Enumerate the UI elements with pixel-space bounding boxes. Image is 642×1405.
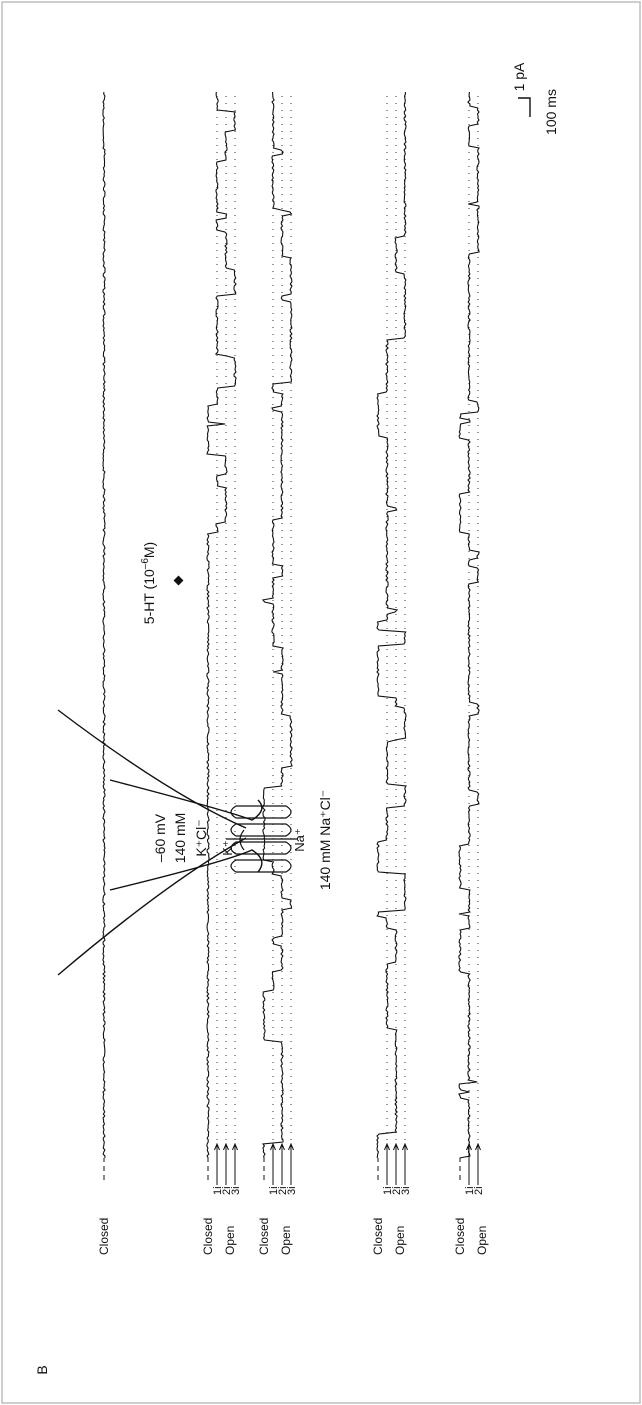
state-label: Open: [223, 1226, 237, 1255]
current-trace: [458, 91, 480, 1159]
arrow-head: [288, 1142, 294, 1151]
arrow-head: [402, 1142, 408, 1151]
pipette-outline-right: [57, 709, 247, 829]
state-label: Open: [279, 1226, 293, 1255]
arrow-head: [214, 1142, 220, 1151]
pipette-tip-left: [109, 779, 263, 821]
pipette-outline-left: [57, 837, 247, 976]
arrow-head: [393, 1142, 399, 1151]
pipette-voltage: –60 mV: [152, 813, 168, 862]
pipette-schematic: [57, 709, 298, 976]
scale-time: 100 ms: [543, 89, 559, 135]
level-label: 2i: [277, 1186, 289, 1195]
state-label: Closed: [97, 1218, 111, 1255]
level-label: 3i: [400, 1186, 412, 1195]
level-label: 2i: [221, 1186, 233, 1195]
arrow-head: [384, 1142, 390, 1151]
pipette-ions: K⁺Cl⁻: [193, 819, 209, 856]
na-ion-label: Na⁺: [292, 828, 307, 851]
trace-row: Closed: [97, 91, 111, 1255]
pipette-tip-right: [109, 849, 263, 891]
level-label: 2i: [391, 1186, 403, 1195]
current-trace: [376, 92, 407, 1159]
arrow-head: [475, 1142, 481, 1151]
level-label: 1i: [464, 1186, 476, 1195]
stimulus-label: 5-HT (10–6M): [140, 542, 157, 624]
arrow-head: [270, 1142, 276, 1151]
state-label: Closed: [201, 1218, 215, 1255]
arrow-head: [232, 1142, 238, 1151]
state-label: Closed: [371, 1218, 385, 1255]
bath-solution-label: 140 mM Na⁺Cl⁻: [317, 790, 333, 890]
state-label: Open: [393, 1226, 407, 1255]
current-trace: [206, 91, 237, 1159]
level-label: 2i: [473, 1186, 485, 1195]
level-label: 1i: [212, 1186, 224, 1195]
level-label: 3i: [230, 1186, 242, 1195]
arrow-head: [279, 1142, 285, 1151]
arrow-head: [223, 1142, 229, 1151]
current-trace: [261, 91, 293, 1159]
state-label: Closed: [453, 1218, 467, 1255]
scale-bar: [518, 97, 531, 117]
scale-current: 1 pA: [511, 62, 527, 91]
stimulus-marker: [173, 575, 184, 586]
level-label: 1i: [268, 1186, 280, 1195]
level-label: 3i: [286, 1186, 298, 1195]
state-label: Open: [475, 1226, 489, 1255]
current-trace: [102, 91, 106, 1158]
level-label: 1i: [382, 1186, 394, 1195]
channel-protein: [226, 805, 298, 873]
panel-label: B: [34, 1365, 50, 1374]
pipette-concentration: 140 mM: [172, 813, 188, 864]
scale-bar-lines: [518, 97, 531, 117]
k-ion-label: K⁺: [220, 840, 235, 856]
state-label: Closed: [257, 1218, 271, 1255]
